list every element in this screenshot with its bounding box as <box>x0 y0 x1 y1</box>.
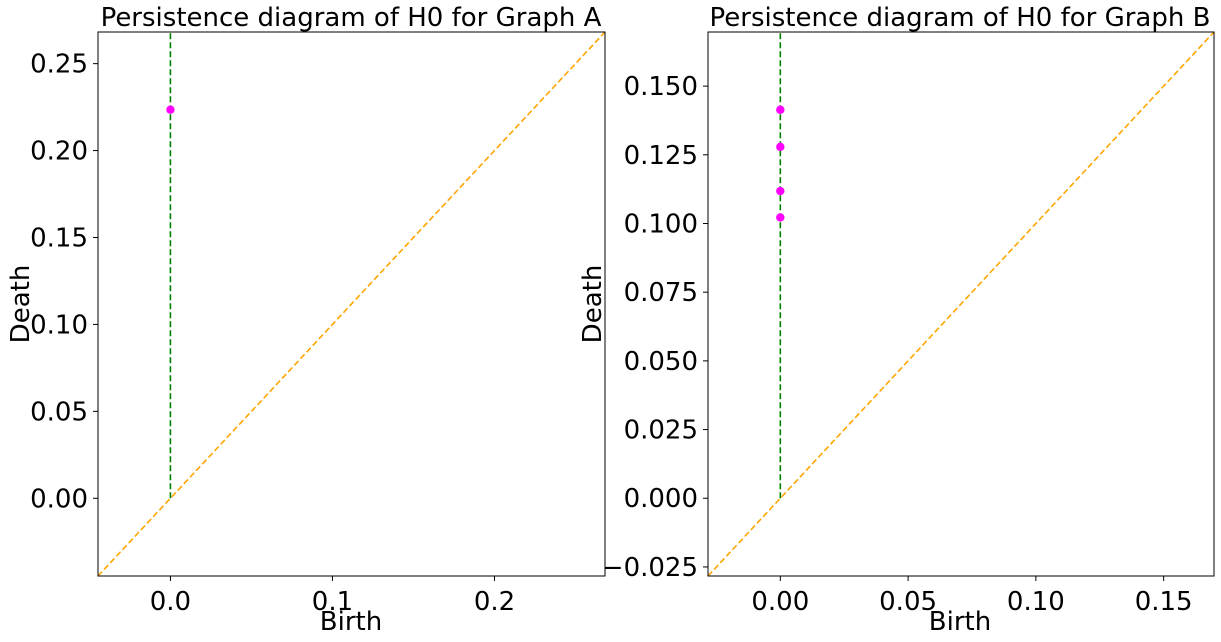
y-tick-label: 0.000 <box>624 484 698 514</box>
x-tick-label: 0.10 <box>1007 587 1065 617</box>
x-tick-label: 0.0 <box>150 587 191 617</box>
y-ticks: 0.00 0.05 0.10 0.15 0.20 0.25 <box>30 50 98 514</box>
x-ticks: 0.00 0.05 0.10 0.15 <box>751 576 1193 617</box>
y-tick-label: 0.025 <box>624 416 698 446</box>
persistence-point <box>776 142 785 152</box>
y-axis-label: Death <box>6 265 36 344</box>
y-tick-label: 0.125 <box>624 141 698 171</box>
y-tick-label: 0.00 <box>30 484 88 514</box>
x-axis-label: Birth <box>320 607 382 637</box>
chart-panel-graph-b: Persistence diagram of H0 for Graph B 0.… <box>578 3 1215 637</box>
x-tick-label: 0.1 <box>312 587 353 617</box>
y-tick-label: 0.075 <box>624 278 698 308</box>
plot-content <box>707 31 1215 577</box>
y-tick-label: 0.25 <box>30 50 88 80</box>
y-axis-label: Death <box>578 265 608 344</box>
chart-panel-graph-a: Persistence diagram of H0 for Graph A 0.… <box>6 3 606 637</box>
x-tick-label: 0.2 <box>474 587 515 617</box>
persistence-point <box>776 105 785 114</box>
axes-frame <box>707 31 1215 577</box>
y-tick-label: 0.05 <box>30 397 88 427</box>
persistence-point <box>776 186 785 196</box>
plot-content <box>97 31 606 577</box>
y-ticks: −0.025 0.000 0.025 0.050 0.075 0.100 0.125 0.15… <box>602 72 708 583</box>
x-axis-label: Birth <box>929 607 991 637</box>
y-tick-label: 0.15 <box>30 223 88 253</box>
y-tick-label: 0.150 <box>624 72 698 102</box>
x-tick-label: 0.15 <box>1135 587 1193 617</box>
x-tick-label: 0.05 <box>879 587 937 617</box>
axes-frame <box>97 31 606 577</box>
chart-title: Persistence diagram of H0 for Graph B <box>710 3 1211 33</box>
y-tick-label: 0.050 <box>624 347 698 377</box>
persistence-point <box>166 105 175 114</box>
x-tick-label: 0.00 <box>751 587 809 617</box>
y-tick-label: 0.20 <box>30 137 88 167</box>
y-tick-label: 0.100 <box>624 209 698 239</box>
diagonal-line <box>97 31 606 577</box>
y-tick-label: 0.10 <box>30 310 88 340</box>
y-tick-label: −0.025 <box>602 553 698 583</box>
persistence-point <box>776 213 785 222</box>
x-ticks: 0.0 0.1 0.2 <box>150 576 515 617</box>
diagonal-line <box>707 31 1215 577</box>
chart-title: Persistence diagram of H0 for Graph A <box>101 3 602 33</box>
